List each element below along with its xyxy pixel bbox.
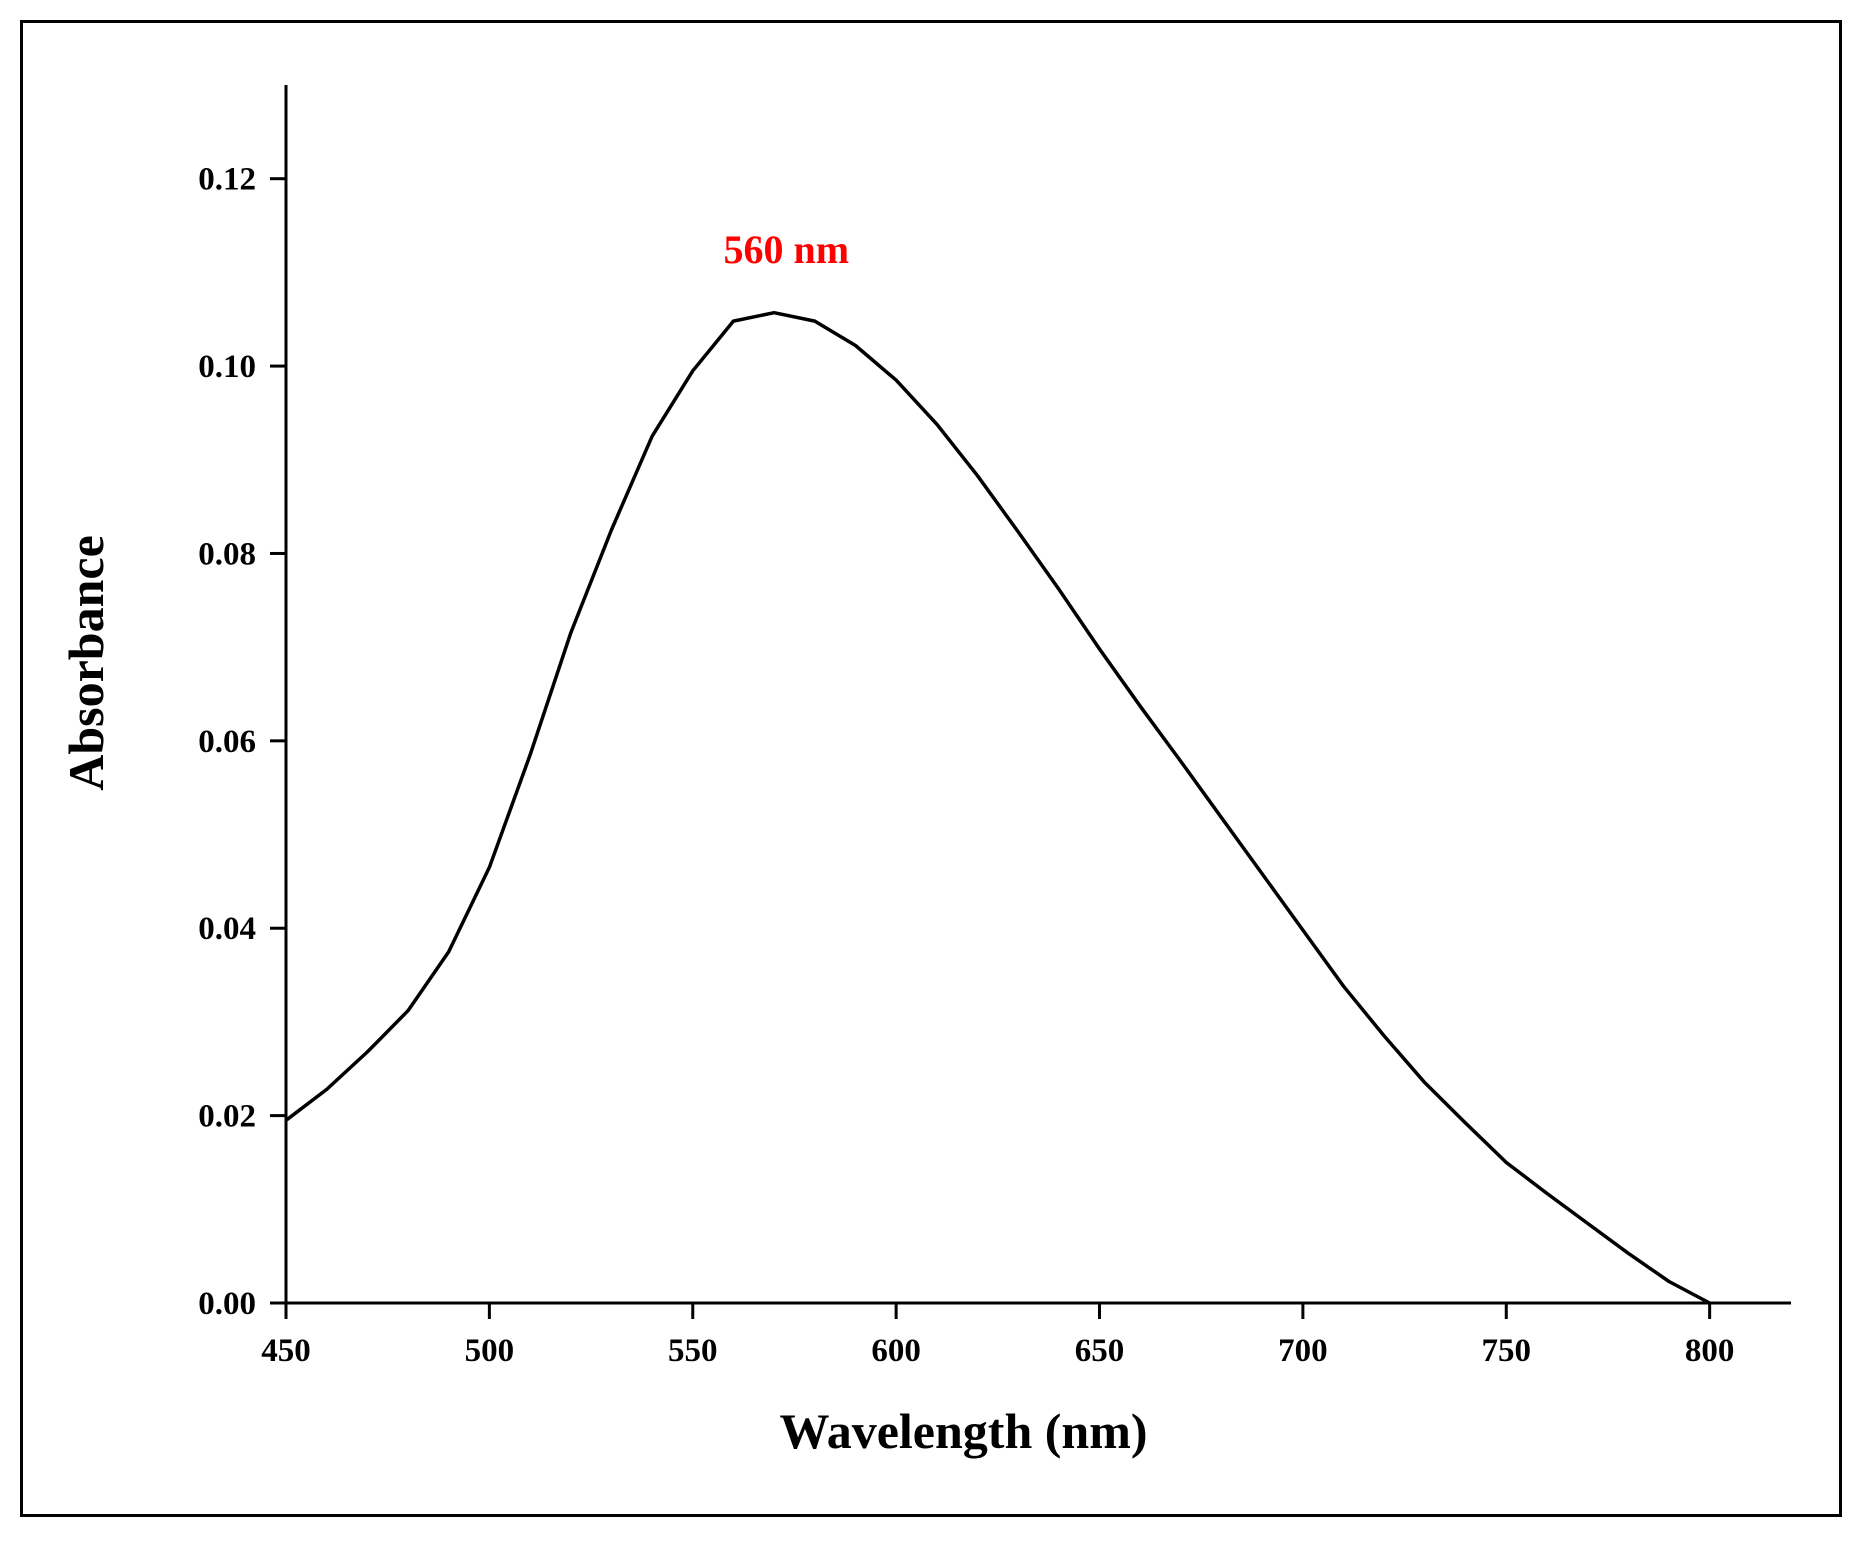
y-axis-title: Absorbance — [58, 535, 114, 791]
x-axis-title: Wavelength (nm) — [779, 1403, 1147, 1459]
absorbance-curve — [284, 310, 1711, 1305]
x-tick-label: 550 — [668, 1333, 718, 1369]
absorbance-chart: 0.00 0.02 0.04 0.06 0.08 0.10 0.12 450 500 550 60… — [58, 85, 1791, 1459]
x-tick-label: 800 — [1685, 1333, 1735, 1369]
x-tick-label: 750 — [1482, 1333, 1532, 1369]
x-tick-label: 450 — [261, 1333, 311, 1369]
y-axis-ticks: 0.00 0.02 0.04 0.06 0.08 0.10 0.12 — [198, 162, 286, 1322]
y-tick-label: 0.02 — [198, 1099, 256, 1135]
figure-frame: 0.00 0.02 0.04 0.06 0.08 0.10 0.12 450 500 550 60… — [20, 20, 1842, 1517]
x-axis-ticks: 450 500 550 600 650 700 750 800 — [261, 1303, 1734, 1369]
x-tick-label: 650 — [1075, 1333, 1125, 1369]
y-tick-label: 0.12 — [198, 162, 256, 198]
x-tick-label: 700 — [1278, 1333, 1328, 1369]
y-tick-label: 0.08 — [198, 536, 256, 572]
y-tick-label: 0.10 — [198, 349, 256, 385]
x-tick-label: 500 — [465, 1333, 515, 1369]
y-tick-label: 0.00 — [198, 1286, 256, 1322]
peak-annotation: 560 nm — [724, 227, 850, 272]
x-tick-label: 600 — [871, 1333, 921, 1369]
y-tick-label: 0.04 — [198, 911, 256, 947]
y-tick-label: 0.06 — [198, 724, 256, 760]
